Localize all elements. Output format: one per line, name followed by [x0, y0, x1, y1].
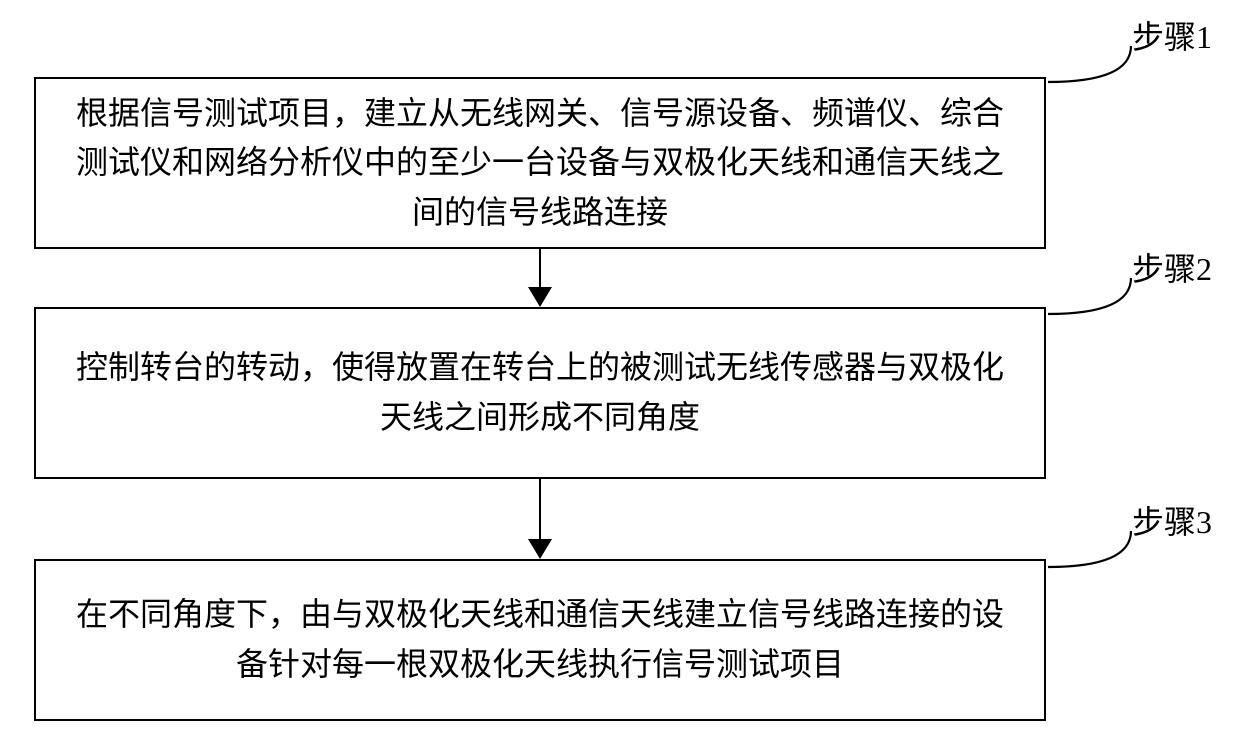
arrow1-line [539, 249, 541, 289]
arrow1-head [528, 287, 552, 307]
step3-label: 步骤3 [1132, 497, 1212, 543]
step3-connector [1046, 531, 1136, 573]
flowchart-container: 根据信号测试项目，建立从无线网关、信号源设备、频谱仪、综合测试仪和网络分析仪中的… [0, 0, 1240, 751]
step1-box: 根据信号测试项目，建立从无线网关、信号源设备、频谱仪、综合测试仪和网络分析仪中的… [34, 77, 1046, 249]
step3-text: 在不同角度下，由与双极化天线和通信天线建立信号线路连接的设备针对每一根双极化天线… [66, 590, 1014, 689]
arrow2-line [539, 479, 541, 541]
step2-text: 控制转台的转动，使得放置在转台上的被测试无线传感器与双极化天线之间形成不同角度 [66, 343, 1014, 442]
step1-text: 根据信号测试项目，建立从无线网关、信号源设备、频谱仪、综合测试仪和网络分析仪中的… [66, 89, 1014, 238]
step2-label: 步骤2 [1132, 244, 1212, 290]
step2-connector [1046, 278, 1136, 320]
step3-box: 在不同角度下，由与双极化天线和通信天线建立信号线路连接的设备针对每一根双极化天线… [34, 559, 1046, 721]
arrow2-head [528, 539, 552, 559]
step1-connector [1046, 46, 1136, 88]
step2-box: 控制转台的转动，使得放置在转台上的被测试无线传感器与双极化天线之间形成不同角度 [34, 307, 1046, 479]
step1-label: 步骤1 [1132, 12, 1212, 58]
